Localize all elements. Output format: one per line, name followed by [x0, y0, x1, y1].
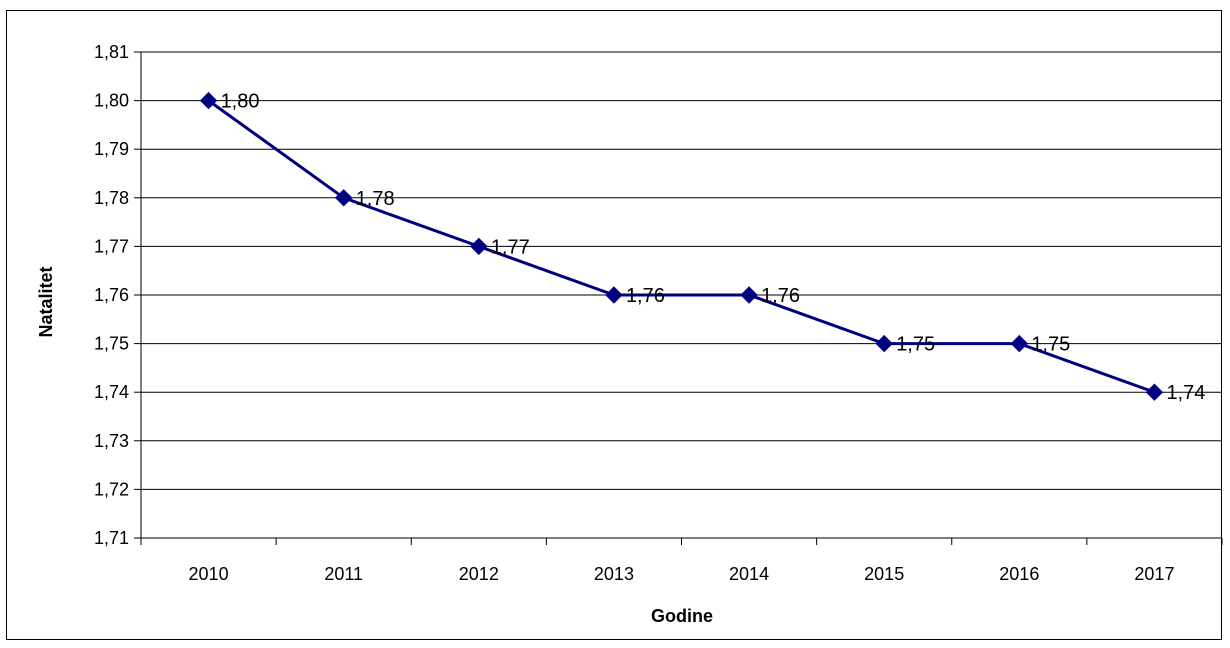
data-label: 1,77: [491, 236, 530, 258]
data-label: 1,76: [626, 285, 665, 307]
data-label: 1,74: [1166, 382, 1205, 404]
y-tick-label: 1,77: [94, 236, 129, 256]
x-axis-title: Godine: [651, 606, 713, 626]
y-axis-title: Natalitet: [36, 266, 56, 337]
data-label: 1,80: [221, 91, 260, 113]
gridlines: [141, 51, 1222, 490]
x-tick-label: 2017: [1134, 564, 1174, 584]
axes: 1,71 1,72 1,73 1,74 1,75 1,76 1,77 1,78 1,79 1,80…: [94, 42, 1223, 584]
data-labels: 1,80 1,78 1,77 1,76 1,76 1,75 1,75 1,74: [221, 91, 1206, 405]
data-point-marker: [334, 189, 353, 207]
y-tick-label: 1,80: [94, 91, 129, 111]
data-label: 1,75: [896, 334, 935, 356]
data-point-marker: [740, 286, 758, 304]
x-tick-label: 2014: [729, 564, 769, 584]
data-label: 1,78: [356, 188, 395, 210]
y-tick-label: 1,79: [94, 139, 129, 159]
data-point-marker: [470, 237, 488, 256]
x-tick-label: 2010: [189, 564, 229, 584]
y-tick-label: 1,78: [94, 188, 129, 208]
series-line: [207, 99, 1155, 394]
x-tick-label: 2012: [459, 564, 499, 584]
data-label: 1,76: [761, 285, 800, 307]
data-point-marker: [199, 91, 218, 110]
x-tick-label: 2013: [594, 564, 634, 584]
data-point-marker: [605, 286, 623, 304]
y-tick-label: 1,81: [94, 42, 129, 62]
y-tick-label: 1,71: [94, 528, 129, 548]
x-tick-label: 2011: [324, 564, 363, 584]
data-label: 1,75: [1031, 334, 1070, 356]
y-tick-label: 1,74: [94, 382, 129, 402]
y-tick-label: 1,75: [94, 334, 129, 354]
data-point-marker: [1010, 334, 1029, 353]
series-natalitet: [199, 91, 1164, 401]
chart-frame: [6, 10, 1222, 640]
x-tick-label: 2016: [999, 564, 1039, 584]
y-tick-label: 1,76: [94, 285, 129, 305]
data-point-marker: [1145, 383, 1164, 401]
y-tick-label: 1,72: [94, 479, 129, 499]
data-point-marker: [875, 334, 893, 353]
y-tick-label: 1,73: [94, 431, 129, 451]
x-tick-label: 2015: [864, 564, 904, 584]
